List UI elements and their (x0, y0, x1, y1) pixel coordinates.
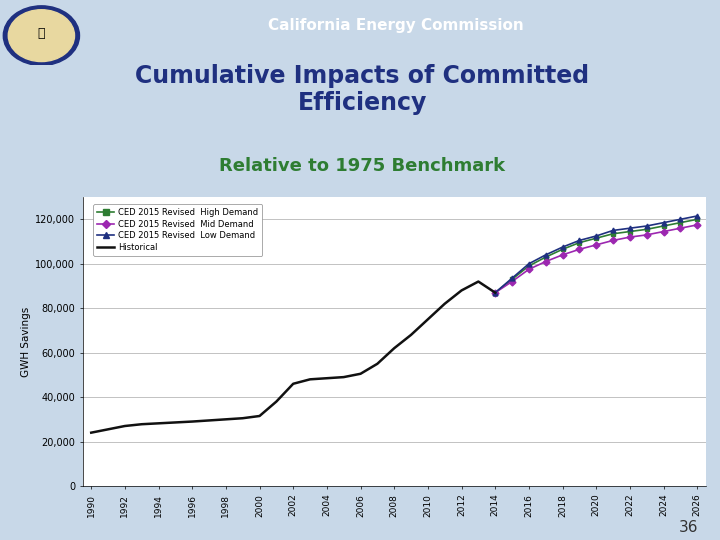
Circle shape (9, 10, 75, 62)
Legend: CED 2015 Revised  High Demand, CED 2015 Revised  Mid Demand, CED 2015 Revised  L: CED 2015 Revised High Demand, CED 2015 R… (93, 204, 263, 256)
Text: California Energy Commission: California Energy Commission (268, 18, 524, 33)
Y-axis label: GWH Savings: GWH Savings (21, 306, 31, 377)
Text: Cumulative Impacts of Committed
Efficiency: Cumulative Impacts of Committed Efficien… (135, 64, 589, 115)
Circle shape (4, 6, 79, 65)
Text: 36: 36 (679, 519, 698, 535)
Text: Relative to 1975 Benchmark: Relative to 1975 Benchmark (219, 157, 505, 175)
Text: 🐻: 🐻 (37, 27, 45, 40)
